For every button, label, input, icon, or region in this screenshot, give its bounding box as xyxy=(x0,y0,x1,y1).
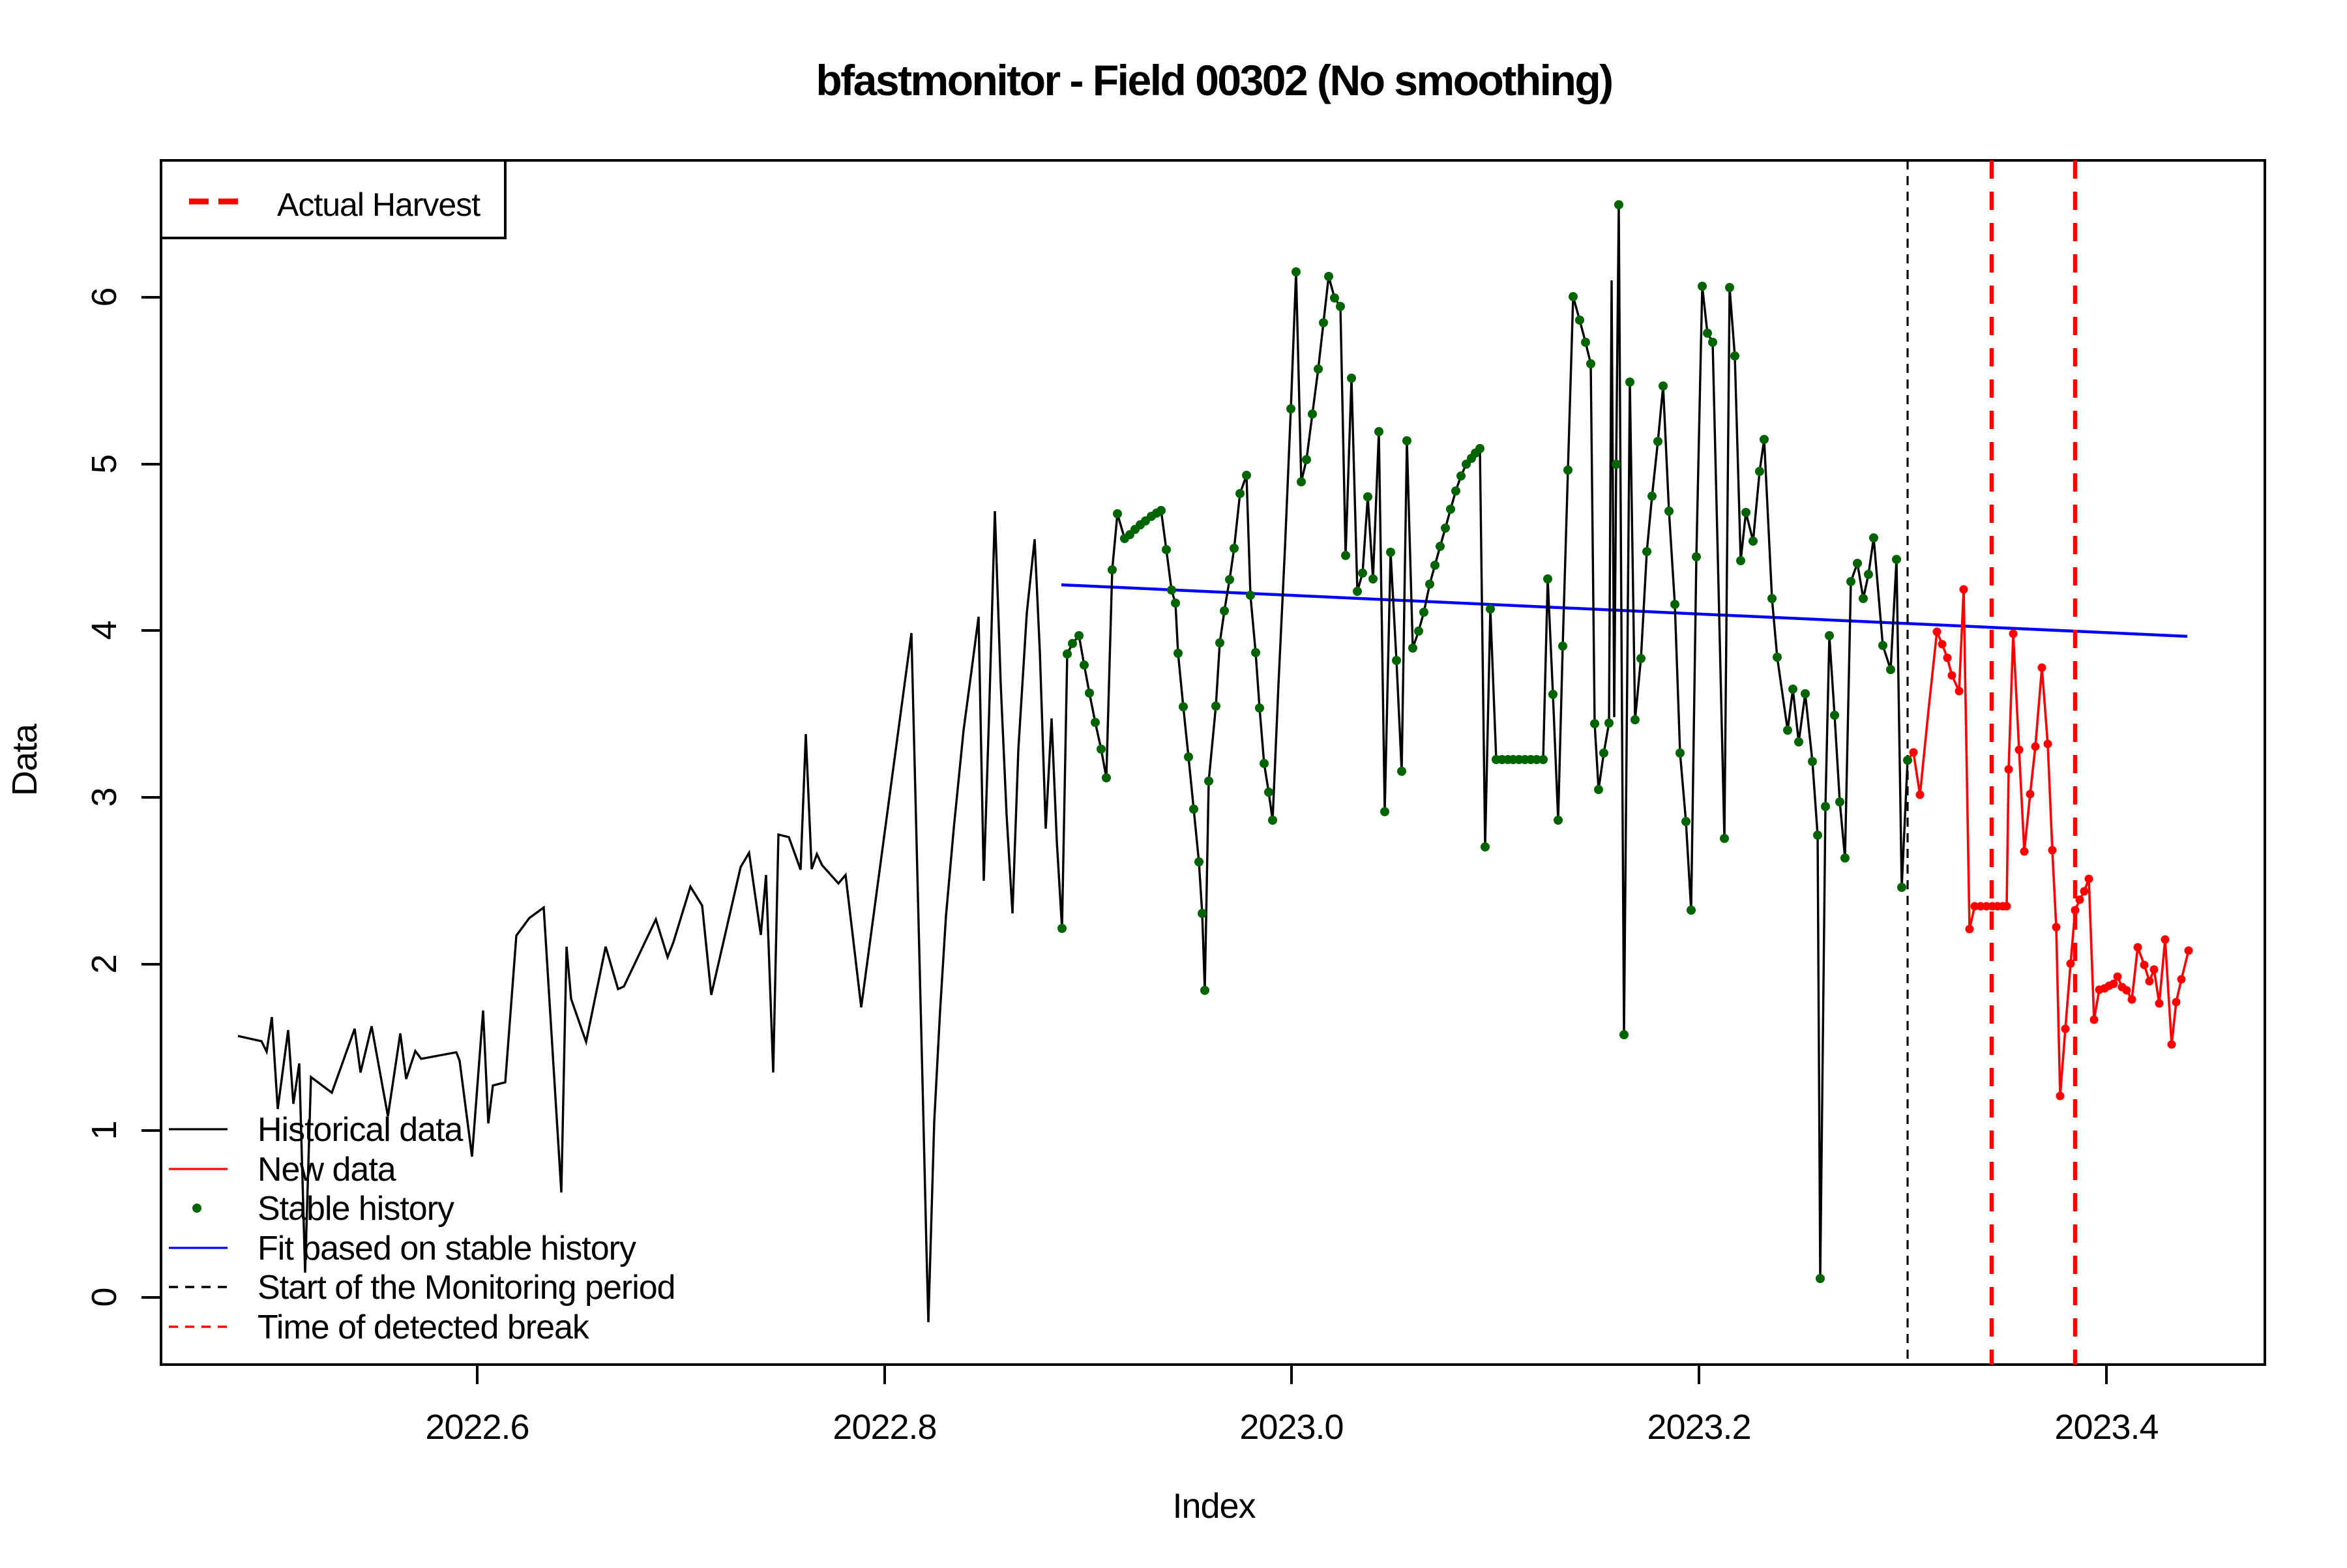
svg-text:Index: Index xyxy=(1172,1487,1256,1526)
svg-text:Start of the Monitoring period: Start of the Monitoring period xyxy=(258,1269,675,1307)
svg-text:3: 3 xyxy=(85,788,124,806)
svg-text:Time of detected break: Time of detected break xyxy=(258,1309,590,1346)
svg-text:Actual Harvest: Actual Harvest xyxy=(277,186,480,223)
svg-text:2023.0: 2023.0 xyxy=(1239,1408,1343,1447)
svg-text:bfastmonitor - Field 00302 (No: bfastmonitor - Field 00302 (No smoothing… xyxy=(816,56,1612,104)
svg-text:2: 2 xyxy=(85,954,124,973)
svg-text:1: 1 xyxy=(85,1121,124,1140)
svg-text:Data: Data xyxy=(5,723,44,796)
svg-text:Historical data: Historical data xyxy=(258,1111,464,1149)
svg-text:5: 5 xyxy=(85,454,124,473)
svg-text:6: 6 xyxy=(85,288,124,306)
svg-text:Fit based on stable history: Fit based on stable history xyxy=(258,1230,636,1267)
svg-text:2023.2: 2023.2 xyxy=(1647,1408,1750,1447)
svg-text:4: 4 xyxy=(85,621,124,640)
svg-text:2023.4: 2023.4 xyxy=(2054,1408,2158,1447)
svg-text:2022.6: 2022.6 xyxy=(425,1408,529,1447)
svg-text:Stable history: Stable history xyxy=(258,1190,454,1228)
svg-text:0: 0 xyxy=(85,1288,124,1307)
svg-text:New data: New data xyxy=(258,1151,396,1189)
svg-text:2022.8: 2022.8 xyxy=(833,1408,936,1447)
